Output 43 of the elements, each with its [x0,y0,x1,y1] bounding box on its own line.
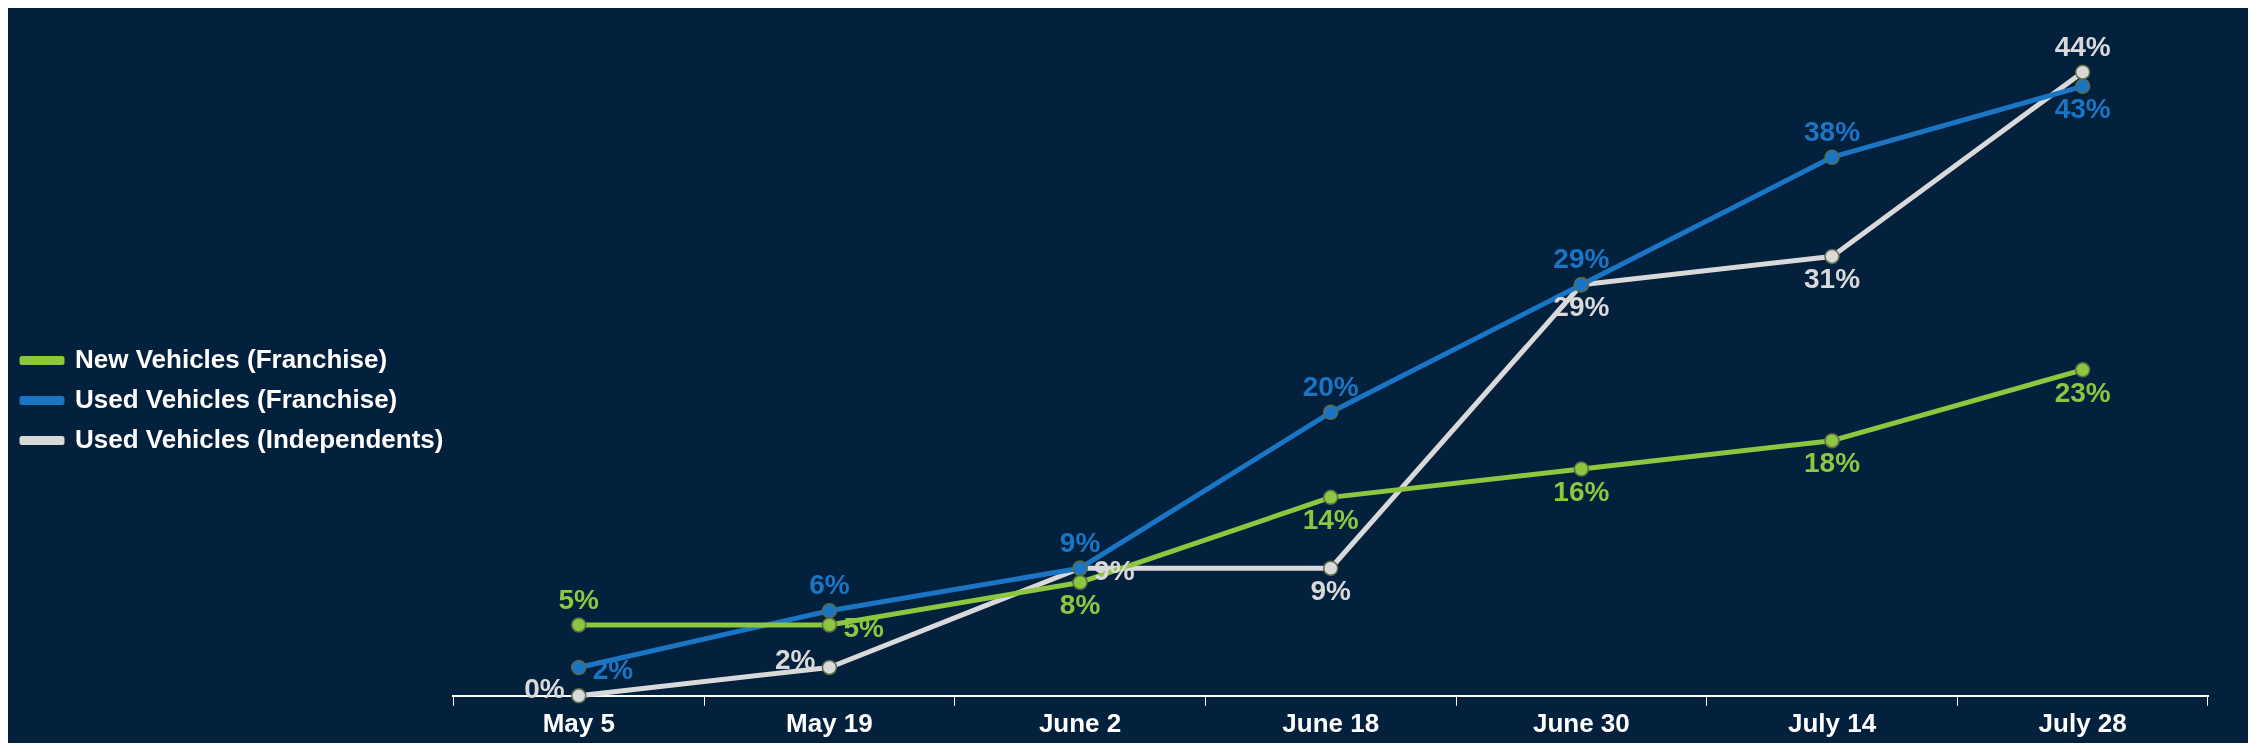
data-label: 8% [1059,589,1101,621]
legend-label: Used Vehicles (Independents) [75,423,444,454]
point [821,659,838,676]
data-label: 9% [1310,574,1352,606]
point [1824,149,1840,165]
data-label: 5% [558,583,600,615]
data-label: 38% [1804,115,1861,147]
legend-label: Used Vehicles (Franchise) [75,383,398,414]
data-label: 14% [1302,504,1359,536]
point [821,617,838,633]
data-label: 23% [2054,376,2111,408]
point [1322,489,1339,506]
point [571,617,587,633]
data-label: 29% [1553,243,1610,275]
x-tick-label: June 30 [1532,707,1630,738]
data-label: 31% [1804,263,1861,295]
x-tick-label: July 28 [2038,707,2127,738]
point [1824,432,1840,449]
point [821,603,838,619]
point [1072,574,1088,591]
data-label: 2% [774,644,816,676]
data-label: 9% [1059,526,1101,558]
point [571,659,587,676]
point [1573,461,1590,477]
data-label: 44% [2054,30,2111,62]
point [571,688,587,704]
legend-label: New Vehicles (Franchise) [75,343,388,374]
x-tick-label: May 19 [786,707,873,738]
data-label: 16% [1553,475,1610,507]
x-tick-label: June 18 [1282,707,1380,738]
point [2074,78,2091,95]
x-tick-label: May 5 [542,707,615,738]
point [2074,64,2091,80]
data-label: 18% [1804,447,1861,479]
point [1322,404,1339,421]
point [1322,560,1339,576]
data-label: 20% [1302,371,1359,403]
point [1824,248,1840,265]
data-label: 6% [809,569,850,601]
x-tick-label: June 2 [1038,707,1122,738]
x-tick-label: July 14 [1787,707,1877,738]
data-label: 43% [2054,93,2111,125]
point [2074,362,2091,378]
